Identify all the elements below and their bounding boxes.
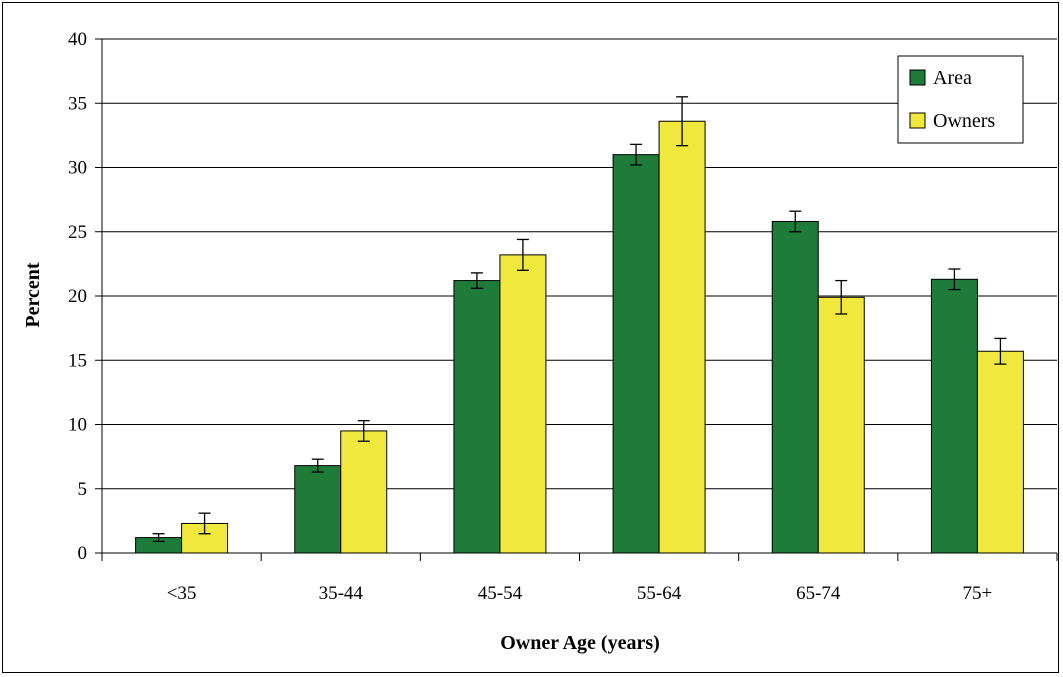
x-tick-label: <35 (167, 583, 197, 604)
x-tick-label: 45-54 (478, 583, 523, 604)
bars (135, 120, 1024, 554)
legend-swatch-owners (909, 112, 926, 129)
bar-area (612, 154, 660, 554)
y-axis-title: Percent (22, 262, 44, 327)
legend-label-area: Area (933, 67, 972, 89)
y-tick-label: 0 (78, 543, 88, 564)
y-tick-labels: 0 5 10 15 20 25 30 35 40 (68, 29, 87, 564)
x-axis-title: Owner Age (years) (500, 632, 660, 654)
y-tick-label: 5 (78, 479, 88, 500)
error-bars (152, 96, 1007, 543)
x-tick-labels: <35 35-44 45-54 55-64 65-74 75+ (167, 583, 993, 604)
bar-owners (340, 430, 388, 554)
bar-owners (658, 120, 706, 554)
legend-swatch-area (909, 69, 926, 86)
bar-owners (976, 350, 1024, 554)
bar-owners (499, 254, 547, 554)
axes (95, 38, 1058, 561)
bar-area (453, 280, 501, 554)
bar-area (294, 465, 342, 554)
x-tick-label: 55-64 (637, 583, 682, 604)
bar-area (771, 220, 819, 554)
x-tick-label: 75+ (963, 583, 993, 604)
y-tick-label: 30 (68, 158, 87, 179)
y-tick-label: 20 (68, 286, 87, 307)
y-tick-label: 35 (68, 93, 87, 114)
legend-label-owners: Owners (933, 110, 995, 132)
x-tick-label: 35-44 (319, 583, 364, 604)
y-tick-label: 15 (68, 350, 87, 371)
x-tick-label: 65-74 (796, 583, 841, 604)
bar-owners (817, 296, 865, 554)
y-tick-label: 40 (68, 29, 87, 50)
legend: Area Owners (897, 55, 1024, 144)
bar-area (930, 278, 978, 554)
y-tick-label: 25 (68, 222, 87, 243)
y-tick-label: 10 (68, 415, 87, 436)
